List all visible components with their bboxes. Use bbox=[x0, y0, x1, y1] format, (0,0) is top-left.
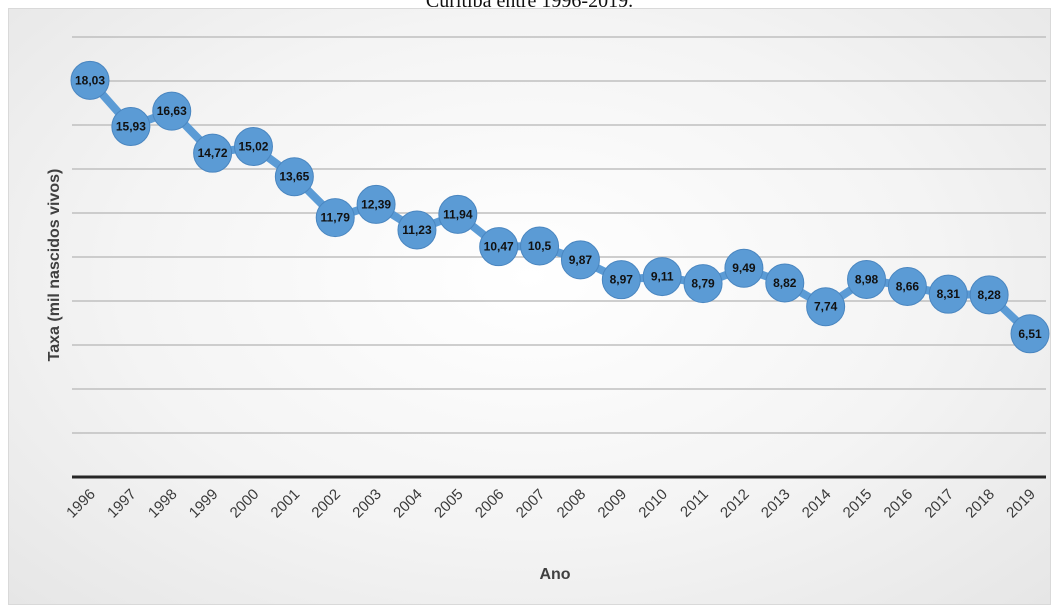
y-axis-title: Taxa (mil nascidos vivos) bbox=[46, 169, 63, 362]
data-label-2003: 12,39 bbox=[361, 197, 391, 211]
data-point-2008 bbox=[560, 240, 600, 280]
x-tick-label-2007: 2007 bbox=[513, 486, 549, 522]
x-tick-label-2018: 2018 bbox=[962, 486, 998, 522]
x-tick-label-1996: 1996 bbox=[63, 486, 99, 522]
data-point-2004 bbox=[397, 210, 437, 250]
x-axis-title: Ano bbox=[539, 566, 570, 583]
data-label-2005: 11,94 bbox=[443, 207, 473, 221]
x-tick-label-2015: 2015 bbox=[840, 486, 876, 522]
data-point-2003 bbox=[356, 184, 396, 224]
data-label-2002: 11,79 bbox=[321, 211, 351, 225]
data-label-2012: 9,49 bbox=[732, 261, 756, 275]
x-tick-label-2000: 2000 bbox=[227, 486, 263, 522]
data-label-2001: 13,65 bbox=[279, 170, 309, 184]
data-point-2007 bbox=[520, 226, 560, 266]
data-label-2006: 10,47 bbox=[484, 240, 514, 254]
x-tick-label-1999: 1999 bbox=[186, 486, 222, 522]
line-chart: 18,03 15,93 16,63 14,72 15,02 13,65 11,79 12,39… bbox=[46, 36, 1050, 583]
data-point-2002 bbox=[315, 198, 355, 238]
data-label-2015: 8,98 bbox=[855, 272, 879, 286]
data-label-2009: 8,97 bbox=[610, 273, 634, 287]
data-point-2010 bbox=[642, 257, 682, 297]
data-point-2005 bbox=[438, 194, 478, 234]
x-tick-label-2009: 2009 bbox=[595, 486, 631, 522]
data-label-2013: 8,82 bbox=[773, 276, 797, 290]
gridlines bbox=[72, 36, 1046, 434]
data-label-2017: 8,31 bbox=[937, 287, 961, 301]
data-label-2019: 6,51 bbox=[1018, 327, 1042, 341]
x-tick-label-1998: 1998 bbox=[145, 486, 181, 522]
x-tick-label-2001: 2001 bbox=[268, 486, 304, 522]
data-label-1999: 14,72 bbox=[198, 146, 228, 160]
series-line bbox=[87, 77, 1033, 337]
x-tick-label-2017: 2017 bbox=[921, 486, 957, 522]
data-label-1996: 18,03 bbox=[75, 73, 105, 87]
x-tick-label-2005: 2005 bbox=[431, 486, 467, 522]
data-point-2013 bbox=[765, 263, 805, 303]
x-tick-label-1997: 1997 bbox=[104, 486, 140, 522]
data-points: 18,03 15,93 16,63 14,72 15,02 13,65 11,79 12,39… bbox=[70, 60, 1050, 354]
data-point-1999 bbox=[193, 133, 233, 173]
data-label-1997: 15,93 bbox=[116, 120, 146, 134]
x-tick-label-2012: 2012 bbox=[717, 486, 753, 522]
data-point-2017 bbox=[928, 274, 968, 314]
data-label-2000: 15,02 bbox=[238, 140, 268, 154]
x-tick-label-2004: 2004 bbox=[390, 486, 426, 522]
x-tick-label-2010: 2010 bbox=[635, 486, 671, 522]
x-tick-label-2013: 2013 bbox=[758, 486, 794, 522]
data-point-2018 bbox=[969, 275, 1009, 315]
data-label-2011: 8,79 bbox=[691, 277, 715, 291]
data-label-2016: 8,66 bbox=[896, 279, 920, 293]
x-tick-label-2014: 2014 bbox=[799, 486, 835, 522]
data-point-2001 bbox=[274, 157, 314, 197]
x-tick-labels: 1996 1997 1998 1999 2000 2001 2002 2003 2004 2005… bbox=[63, 486, 1039, 522]
data-label-2007: 10,5 bbox=[528, 239, 552, 253]
x-tick-label-2003: 2003 bbox=[349, 486, 385, 522]
data-point-2015 bbox=[847, 259, 887, 299]
data-point-2014 bbox=[806, 287, 846, 327]
data-point-2009 bbox=[601, 260, 641, 300]
data-label-2010: 9,11 bbox=[651, 270, 674, 284]
data-label-2014: 7,74 bbox=[814, 300, 838, 314]
data-point-2012 bbox=[724, 248, 764, 288]
data-point-1997 bbox=[111, 107, 151, 147]
data-point-2016 bbox=[887, 266, 927, 306]
data-point-2019 bbox=[1010, 314, 1050, 354]
data-point-2006 bbox=[479, 227, 519, 267]
x-tick-label-2019: 2019 bbox=[1003, 486, 1039, 522]
x-tick-label-2016: 2016 bbox=[881, 486, 917, 522]
data-label-2004: 11,23 bbox=[402, 223, 432, 237]
data-label-2008: 9,87 bbox=[569, 253, 593, 267]
chart-frame: 18,03 15,93 16,63 14,72 15,02 13,65 11,79 12,39… bbox=[8, 8, 1051, 605]
x-tick-label-2011: 2011 bbox=[677, 486, 712, 521]
data-point-1998 bbox=[152, 91, 192, 131]
data-point-2000 bbox=[233, 127, 273, 167]
x-tick-label-2006: 2006 bbox=[472, 486, 508, 522]
x-tick-label-2002: 2002 bbox=[308, 486, 344, 522]
data-label-1998: 16,63 bbox=[157, 104, 187, 118]
x-tick-label-2008: 2008 bbox=[554, 486, 590, 522]
data-point-1996 bbox=[70, 60, 110, 100]
data-label-2018: 8,28 bbox=[977, 288, 1001, 302]
data-point-2011 bbox=[683, 264, 723, 304]
